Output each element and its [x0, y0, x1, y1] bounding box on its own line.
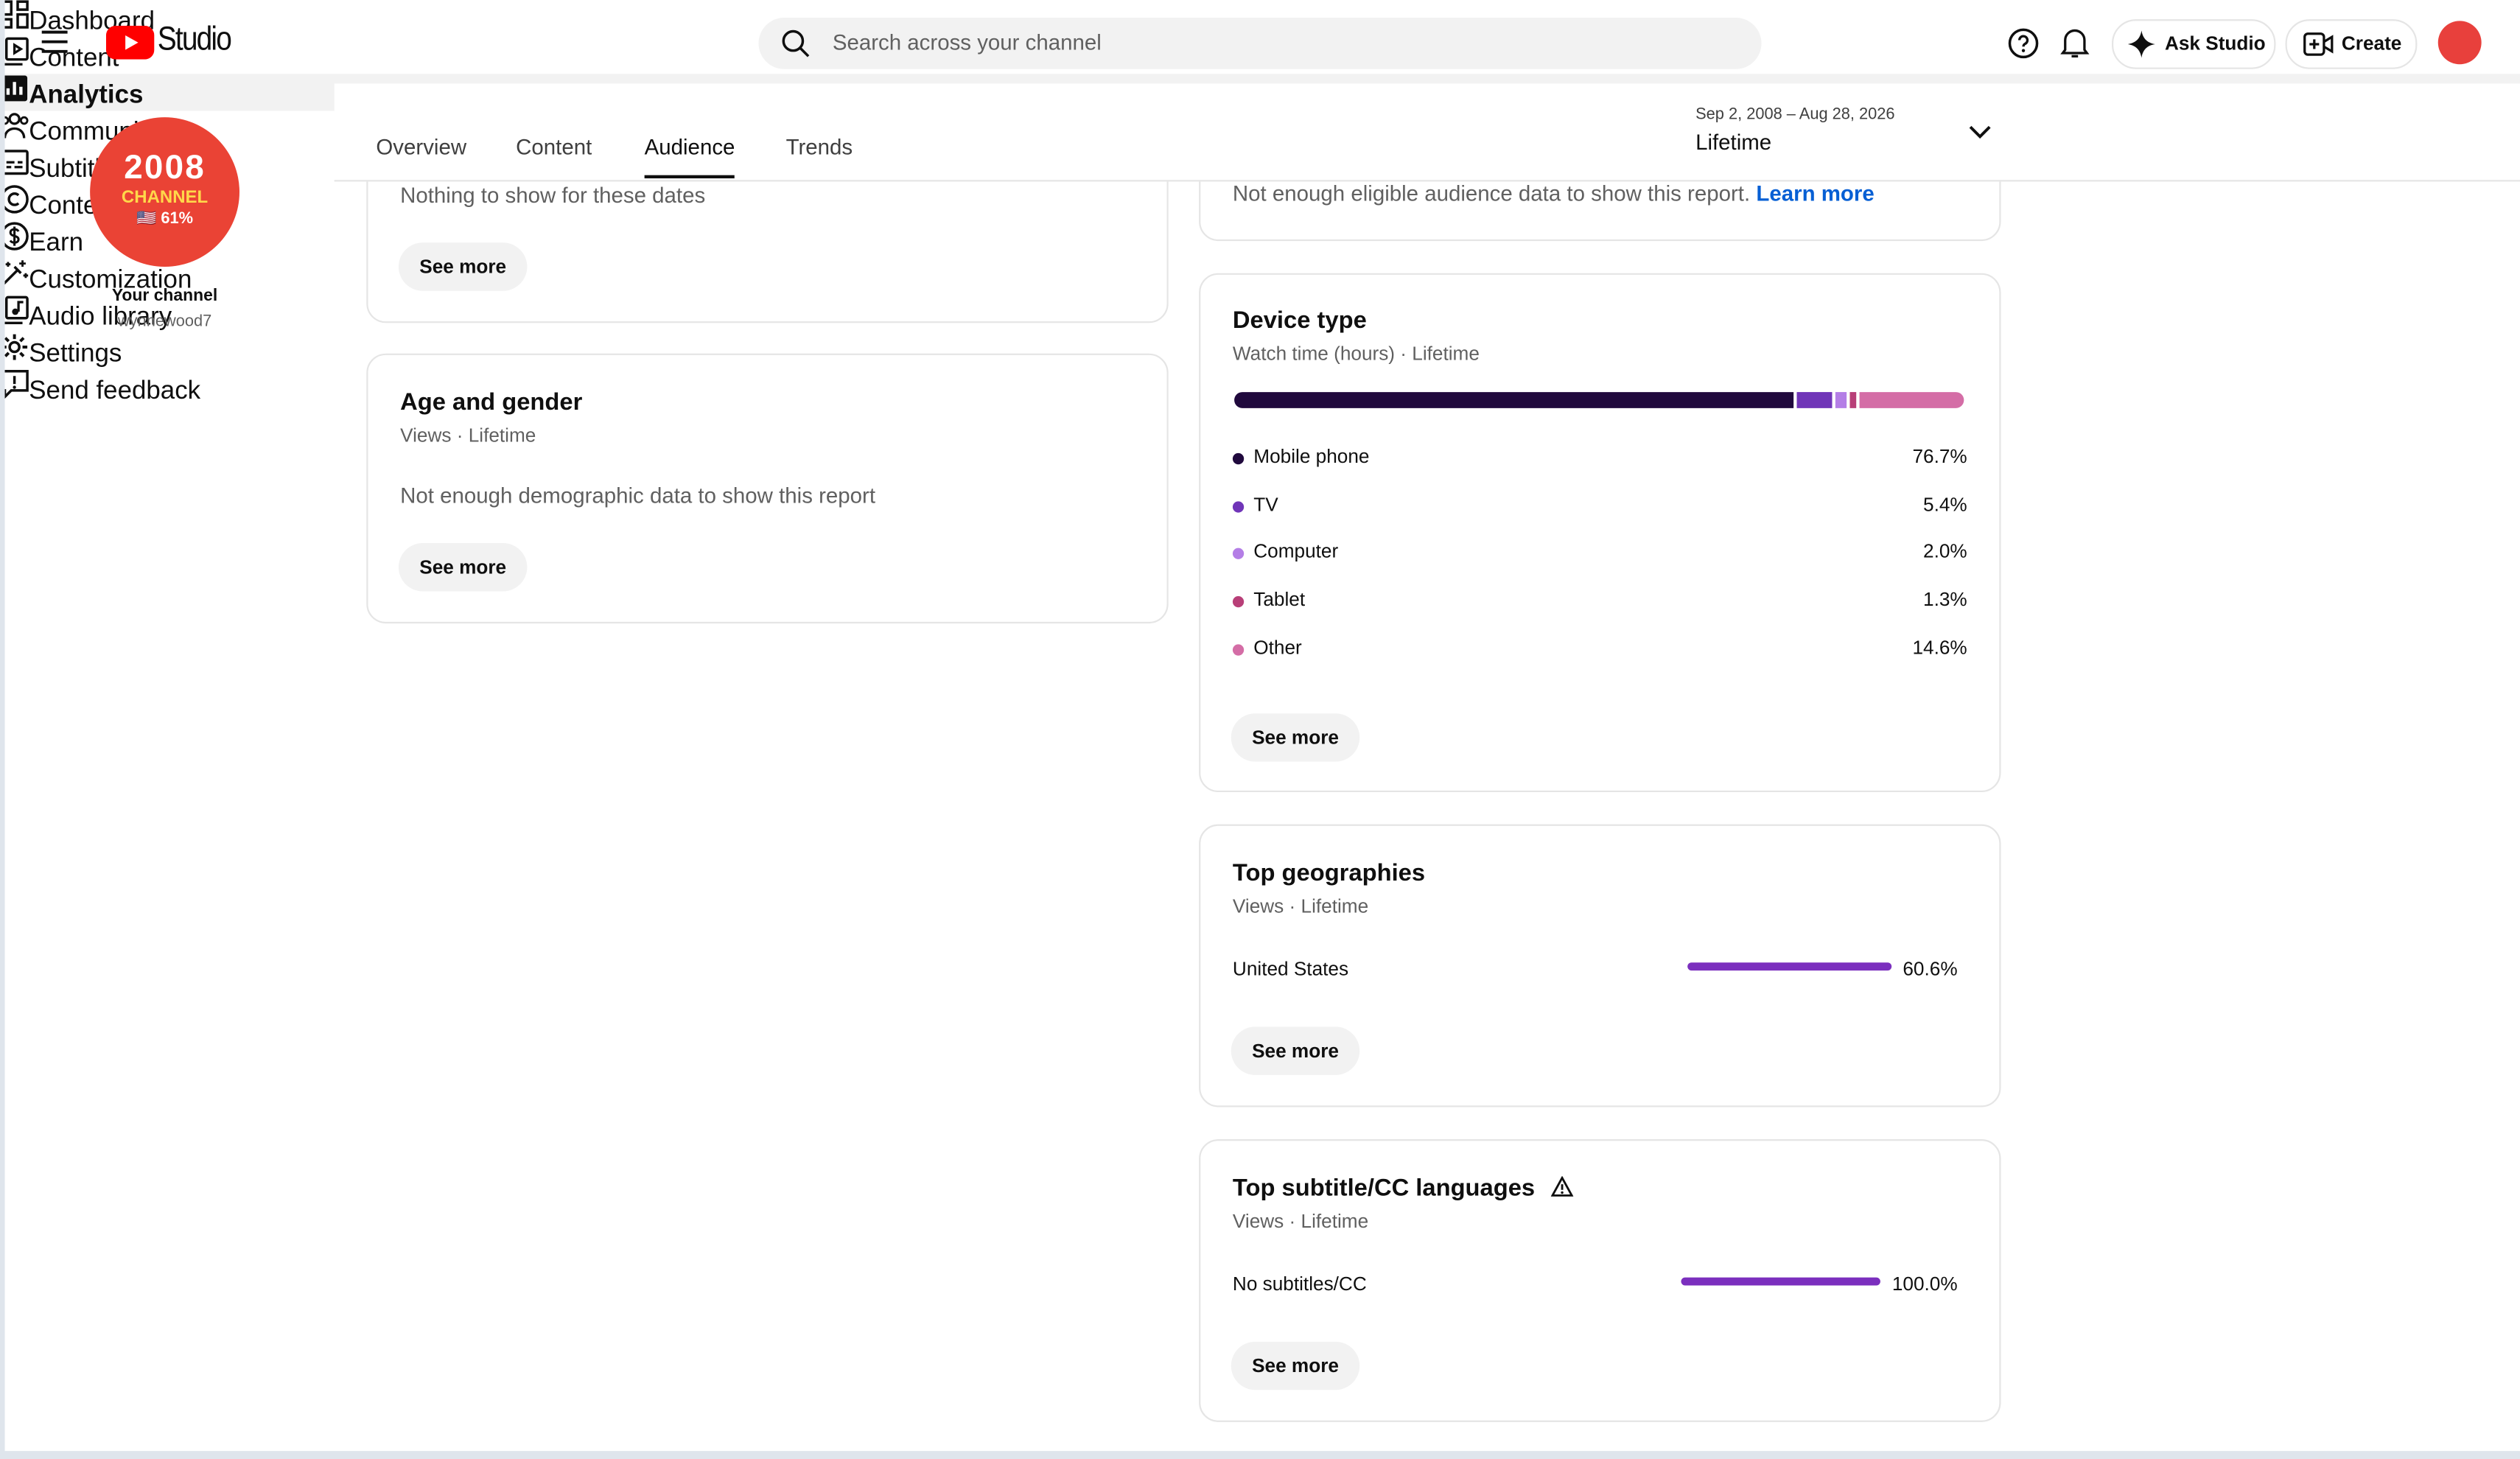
see-more-button[interactable]: See more	[398, 543, 528, 592]
legend-name: Computer	[1253, 540, 1339, 564]
date-range: Sep 2, 2008 – Aug 28, 2026	[1695, 105, 1895, 124]
legend-dot	[1232, 643, 1245, 656]
logo-icon[interactable]	[105, 25, 155, 60]
device-bar-segment	[1796, 392, 1833, 408]
create-button[interactable]: Create	[2285, 19, 2418, 69]
logo-text[interactable]: Studio	[157, 21, 232, 58]
row-bar	[1681, 1277, 1880, 1286]
account-avatar[interactable]	[2437, 21, 2482, 65]
device-bar-segment	[1234, 392, 1793, 408]
row-value: 60.6%	[1903, 957, 1958, 981]
see-more-button[interactable]: See more	[1231, 1341, 1360, 1390]
legend-name: Tablet	[1253, 588, 1306, 611]
channel-avatar[interactable]: 2008 CHANNEL 🇺🇸 61%	[90, 117, 239, 267]
message-text: Not enough eligible audience data to sho…	[1232, 181, 1751, 206]
card-title: Top subtitle/CC languages	[1232, 1175, 1575, 1203]
nav-label: Send feedback	[29, 377, 201, 405]
legend-name: Mobile phone	[1253, 445, 1370, 468]
legend-name: Other	[1253, 636, 1302, 659]
card-subtitle: Watch time (hours) · Lifetime	[1232, 342, 1480, 365]
nav-label: Earn	[29, 229, 83, 257]
search-box[interactable]: Search across your channel	[758, 17, 1762, 69]
tab[interactable]: Audience	[644, 135, 735, 179]
nav-label: Content	[29, 45, 119, 73]
date-dropdown[interactable]	[1969, 125, 1992, 140]
row-name: No subtitles/CC	[1232, 1273, 1367, 1295]
search-icon	[782, 29, 810, 57]
channel-label: Your channel	[111, 286, 218, 306]
legend-name: TV	[1253, 492, 1278, 516]
tab[interactable]: Trends	[785, 135, 853, 159]
row-name: United States	[1232, 957, 1349, 981]
legend-dot	[1232, 500, 1245, 512]
device-bar-segment	[1835, 392, 1848, 408]
legend-value: 5.4%	[1923, 492, 1967, 516]
card-age-gender: Age and gender Views · Lifetime Not enou…	[366, 353, 1169, 624]
menu-icon[interactable]	[41, 29, 69, 55]
card-message: Nothing to show for these dates	[400, 183, 706, 208]
ask-studio-label: Ask Studio	[2164, 32, 2266, 55]
see-more-button[interactable]: See more	[1231, 713, 1360, 762]
device-bar-segment	[1850, 392, 1858, 408]
nav-label: Customization	[29, 266, 192, 295]
card-subtitle: Views · Lifetime	[1232, 1210, 1369, 1233]
see-more-button[interactable]: See more	[1231, 1026, 1360, 1075]
card-message: Not enough eligible audience data to sho…	[1233, 181, 1875, 206]
card-title: Device type	[1232, 307, 1367, 335]
date-label: Lifetime	[1695, 130, 1772, 155]
card-device-type: Device type Watch time (hours) · Lifetim…	[1199, 273, 2001, 793]
create-icon	[2303, 32, 2334, 56]
avatar-flag: 🇺🇸 61%	[136, 210, 194, 228]
card-top-geographies: Top geographies Views · Lifetime See mor…	[1199, 824, 2001, 1108]
card-title: Age and gender	[400, 388, 583, 416]
card-message: Not enough demographic data to show this…	[400, 483, 876, 508]
see-more-button[interactable]: See more	[398, 242, 528, 291]
legend-dot	[1232, 548, 1245, 560]
device-bar-segment	[1860, 392, 1964, 408]
nav-item[interactable]: Content	[0, 37, 2520, 74]
legend-dot	[1232, 596, 1245, 608]
card-subtitle: Views · Lifetime	[400, 424, 536, 447]
channel-handle: wynnewood7	[117, 313, 212, 332]
nav-item[interactable]: Settings	[0, 332, 2520, 369]
learn-more-link[interactable]: Learn more	[1756, 181, 1875, 206]
nav-item[interactable]: Audio library	[0, 295, 2520, 332]
tab-underline	[644, 175, 735, 179]
avatar-year: 2008	[124, 149, 206, 186]
tab-bar: Sep 2, 2008 – Aug 28, 2026 Lifetime	[334, 83, 2520, 182]
legend-value: 14.6%	[1912, 636, 1967, 659]
tab[interactable]: Content	[516, 135, 592, 159]
nav-label: Audio library	[29, 304, 172, 332]
sparkle-icon	[2127, 30, 2155, 58]
title-text: Top subtitle/CC languages	[1232, 1175, 1536, 1203]
legend-value: 1.3%	[1923, 588, 1967, 611]
create-label: Create	[2341, 32, 2402, 55]
legend-dot	[1232, 452, 1245, 465]
card-top-subtitles: Top subtitle/CC languages Views · Lifeti…	[1199, 1139, 2001, 1422]
legend-value: 76.7%	[1912, 445, 1967, 468]
notifications-icon[interactable]	[2060, 27, 2090, 60]
nav-icon	[1, 75, 28, 102]
left-frame	[0, 0, 5, 1459]
card-subtitle: Views · Lifetime	[1232, 895, 1369, 918]
legend-value: 2.0%	[1923, 540, 1967, 564]
ask-studio-button[interactable]: Ask Studio	[2111, 19, 2276, 69]
row-bar	[1687, 962, 1892, 971]
tab[interactable]: Overview	[376, 135, 467, 159]
main-area: Nothing to show for these dates See more…	[335, 0, 2520, 1459]
nav-label: Analytics	[29, 82, 144, 110]
bottom-frame	[0, 1451, 2520, 1459]
warning-icon[interactable]	[1551, 1175, 1575, 1197]
search-placeholder: Search across your channel	[832, 30, 1102, 55]
card-title: Top geographies	[1232, 859, 1426, 887]
avatar-word: CHANNEL	[121, 188, 209, 208]
row-value: 100.0%	[1891, 1273, 1958, 1295]
nav-label: Settings	[29, 340, 122, 368]
help-icon[interactable]	[2007, 27, 2040, 60]
